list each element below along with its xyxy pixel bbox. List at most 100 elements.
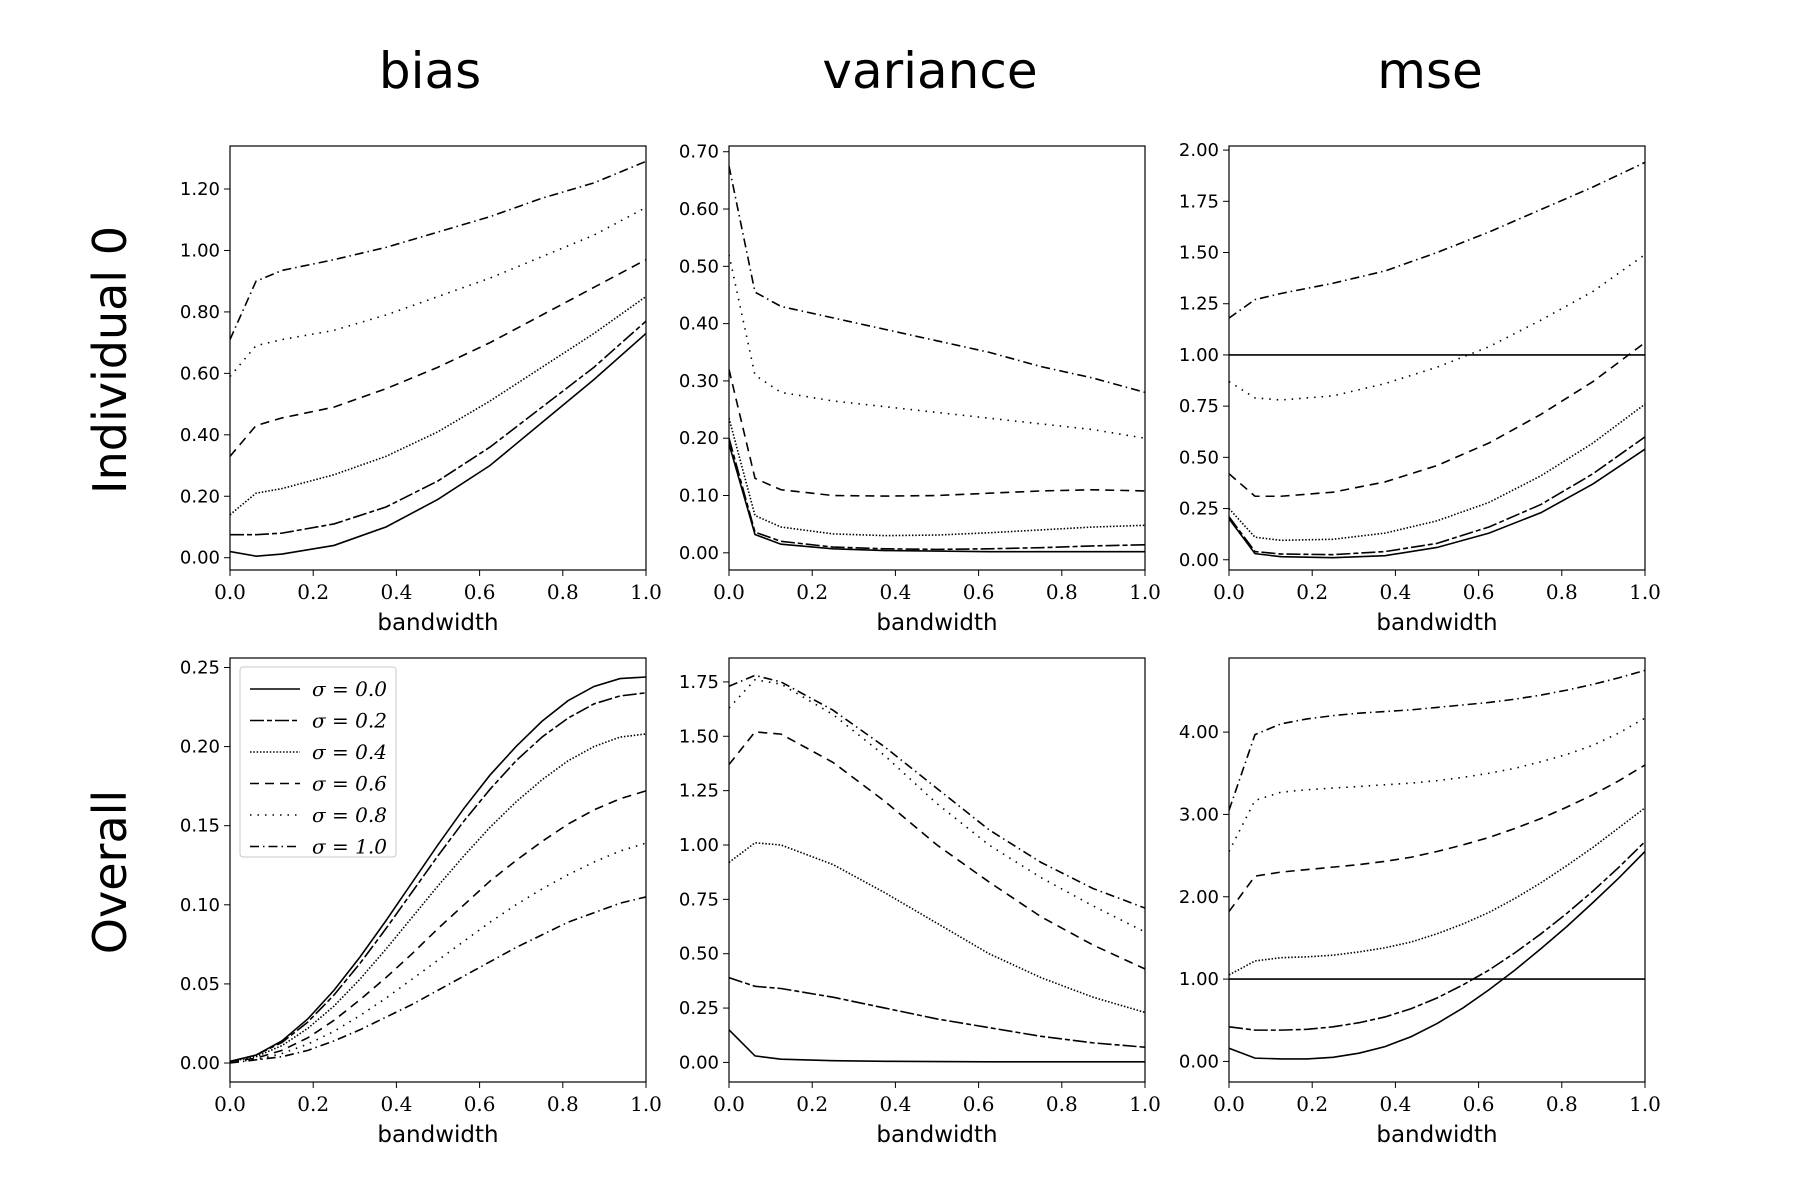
x-tick-label: 0.6 xyxy=(464,580,496,604)
y-tick-label: 0.15 xyxy=(180,816,220,837)
panel-individual-0-mse: 0.0 0.2 0.4 0.6 0.8 1.0 0.00 0.25 0.50 0.75 1.00 1.… xyxy=(1179,140,1661,636)
series-line-sigma-0-2 xyxy=(230,692,646,1063)
legend-label-sigma-1-0: σ = 1.0 xyxy=(312,835,387,859)
x-tick-label: 0.2 xyxy=(796,580,828,604)
x-tick-label: 0.2 xyxy=(297,1092,329,1116)
series-line-sigma-0-0 xyxy=(230,332,646,557)
series-line-sigma-0-0 xyxy=(1229,850,1645,1060)
x-tick-label: 1.0 xyxy=(630,580,662,604)
x-tick-label: 0.2 xyxy=(1296,580,1328,604)
x-tick-label: 0.2 xyxy=(796,1092,828,1116)
y-tick-label: 0.05 xyxy=(180,974,220,995)
panel-overall-variance: 0.0 0.2 0.4 0.6 0.8 1.0 0.00 0.25 0.50 0.75 1.00 1.… xyxy=(679,657,1161,1148)
x-tick-label: 0.8 xyxy=(547,580,579,604)
y-tick-label: 0.70 xyxy=(679,142,719,163)
y-tick-label: 0.50 xyxy=(679,256,719,277)
x-tick-label: 0.8 xyxy=(1046,1092,1078,1116)
series-line-sigma-0-4 xyxy=(729,417,1145,537)
legend-label-sigma-0-0: σ = 0.0 xyxy=(312,677,387,701)
y-tick-label: 0.10 xyxy=(180,895,220,916)
series-line-sigma-0-6 xyxy=(1229,341,1645,498)
series-line-sigma-0-4 xyxy=(230,733,646,1063)
column-title-variance: variance xyxy=(822,42,1037,100)
legend: σ = 0.0 σ = 0.2 σ = 0.4 σ = 0.6 σ = 0.8 σ = 1… xyxy=(239,666,397,859)
series-line-sigma-0-4 xyxy=(230,295,646,516)
y-tick-label: 0.00 xyxy=(180,1053,220,1074)
y-tick-label: 3.00 xyxy=(1179,804,1219,825)
y-tick-label: 0.20 xyxy=(679,428,719,449)
y-tick-label: 1.50 xyxy=(679,726,719,747)
y-tick-label: 1.75 xyxy=(1179,191,1219,212)
y-tick-label: 0.00 xyxy=(679,543,719,564)
series-line-sigma-0-2 xyxy=(1229,436,1645,556)
x-tick-label: 1.0 xyxy=(1129,1092,1161,1116)
x-tick-label: 0.4 xyxy=(380,1092,412,1116)
x-tick-label: 0.8 xyxy=(1546,1092,1578,1116)
series-line-sigma-1-0 xyxy=(230,896,646,1064)
y-tick-label: 0.10 xyxy=(679,486,719,507)
y-tick-label: 0.40 xyxy=(180,425,220,446)
y-tick-label: 0.50 xyxy=(1179,447,1219,468)
series-line-sigma-0-6 xyxy=(230,258,646,457)
x-tick-label: 0.8 xyxy=(547,1092,579,1116)
legend-box xyxy=(239,666,397,858)
series-line-sigma-0-2 xyxy=(230,320,646,536)
y-tick-label: 0.40 xyxy=(679,314,719,335)
column-title-bias: bias xyxy=(379,42,481,100)
series-line-sigma-0-8 xyxy=(1229,253,1645,401)
x-tick-label: 0.6 xyxy=(963,1092,995,1116)
x-axis-label: bandwidth xyxy=(876,610,997,636)
y-tick-label: 2.00 xyxy=(1179,140,1219,161)
panel-individual-0-bias: 0.0 0.2 0.4 0.6 0.8 1.0 0.00 0.20 0.40 0.60 0.80 1.… xyxy=(180,145,662,636)
y-tick-label: 0.30 xyxy=(679,371,719,392)
y-tick-label: 0.80 xyxy=(180,302,220,323)
x-tick-label: 0.0 xyxy=(1213,1092,1245,1116)
series-line-sigma-0-8 xyxy=(729,678,1145,933)
x-tick-label: 0.2 xyxy=(297,580,329,604)
series-line-sigma-0-2 xyxy=(1229,841,1645,1031)
x-tick-label: 0.2 xyxy=(1296,1092,1328,1116)
x-axis-label: bandwidth xyxy=(876,1122,997,1148)
y-tick-label: 0.20 xyxy=(180,486,220,507)
plot-frame xyxy=(229,145,647,571)
series-line-sigma-1-0 xyxy=(1229,669,1645,811)
y-tick-label: 1.25 xyxy=(1179,294,1219,315)
panel-individual-0-variance: 0.0 0.2 0.4 0.6 0.8 1.0 0.00 0.10 0.20 0.30 0.40 0.… xyxy=(679,142,1161,636)
y-tick-label: 0.00 xyxy=(180,548,220,569)
x-tick-label: 0.4 xyxy=(879,580,911,604)
series-line-sigma-0-2 xyxy=(729,976,1145,1049)
legend-label-sigma-0-8: σ = 0.8 xyxy=(312,803,387,827)
series-line-sigma-0-4 xyxy=(1229,807,1645,976)
y-tick-label: 0.50 xyxy=(679,944,719,965)
x-tick-label: 0.8 xyxy=(1546,580,1578,604)
x-tick-label: 0.0 xyxy=(713,580,745,604)
x-tick-label: 0.0 xyxy=(1213,580,1245,604)
x-tick-label: 0.6 xyxy=(963,580,995,604)
y-tick-label: 0.75 xyxy=(1179,396,1219,417)
x-tick-label: 0.0 xyxy=(214,580,246,604)
y-tick-label: 0.00 xyxy=(679,1052,719,1073)
x-tick-label: 1.0 xyxy=(1629,1092,1661,1116)
series-line-sigma-0-0 xyxy=(230,676,646,1063)
plot-frame xyxy=(728,145,1146,571)
series-line-sigma-1-0 xyxy=(230,160,646,340)
y-tick-label: 1.25 xyxy=(679,781,719,802)
series-line-sigma-0-6 xyxy=(729,369,1145,497)
series-line-sigma-1-0 xyxy=(729,674,1145,909)
x-tick-label: 0.0 xyxy=(214,1092,246,1116)
x-tick-label: 0.6 xyxy=(1463,580,1495,604)
y-tick-label: 0.75 xyxy=(679,889,719,910)
x-tick-label: 1.0 xyxy=(1129,580,1161,604)
series-line-sigma-0-2 xyxy=(729,438,1145,551)
series-line-sigma-0-0 xyxy=(729,443,1145,553)
plot-frame xyxy=(728,657,1146,1083)
y-tick-label: 2.00 xyxy=(1179,887,1219,908)
series-line-sigma-1-0 xyxy=(729,165,1145,394)
y-tick-label: 0.25 xyxy=(1179,499,1219,520)
x-tick-label: 0.6 xyxy=(1463,1092,1495,1116)
series-line-sigma-0-4 xyxy=(1229,403,1645,542)
plot-frame xyxy=(1228,145,1646,571)
y-tick-label: 4.00 xyxy=(1179,722,1219,743)
series-line-sigma-0-6 xyxy=(729,731,1145,970)
